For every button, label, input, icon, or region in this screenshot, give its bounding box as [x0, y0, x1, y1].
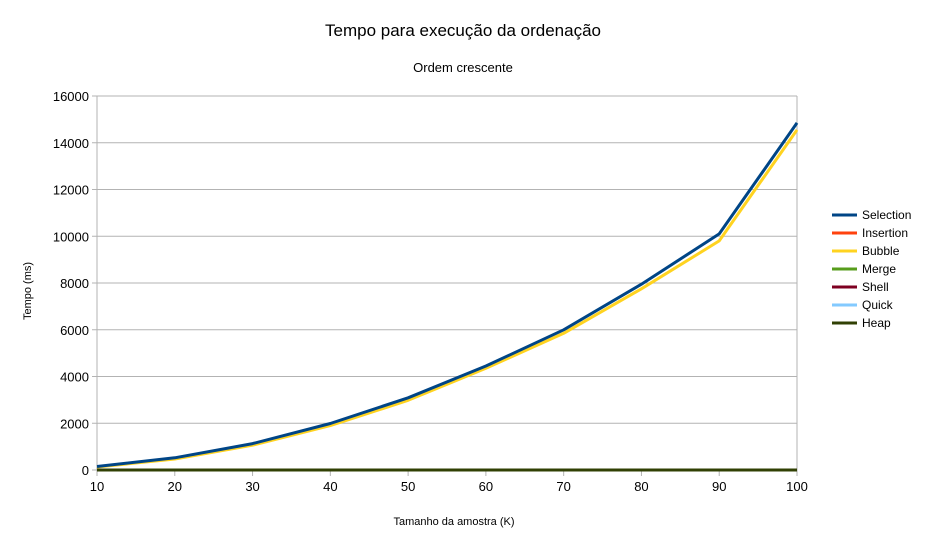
x-tick-label: 100	[786, 479, 808, 494]
legend-label: Merge	[862, 262, 896, 276]
y-tick-label: 6000	[60, 323, 89, 338]
legend: Selection Insertion Bubble Merge Shell Quick H…	[832, 208, 911, 330]
legend-label: Shell	[862, 280, 889, 294]
y-tick-label: 10000	[53, 229, 89, 244]
y-tick-label: 16000	[53, 89, 89, 104]
legend-item-merge: Merge	[832, 262, 896, 276]
chart-subtitle: Ordem crescente	[413, 60, 513, 75]
y-axis-label: Tempo (ms)	[22, 262, 34, 320]
tick-labels: 0 2000 4000 6000 8000 10000 12000 14000 16000 10 2…	[53, 89, 808, 494]
legend-item-heap: Heap	[832, 316, 891, 330]
legend-item-bubble: Bubble	[832, 244, 900, 258]
y-tick-label: 8000	[60, 276, 89, 291]
legend-item-insertion: Insertion	[832, 226, 908, 240]
x-tick-label: 30	[245, 479, 259, 494]
legend-label: Selection	[862, 208, 911, 222]
legend-label: Insertion	[862, 226, 908, 240]
y-tick-label: 12000	[53, 183, 89, 198]
series-line-selection	[96, 122, 799, 468]
y-tick-label: 4000	[60, 370, 89, 385]
legend-label: Bubble	[862, 244, 900, 258]
series-line-bubble	[96, 129, 799, 469]
legend-item-selection: Selection	[832, 208, 911, 222]
legend-label: Heap	[862, 316, 891, 330]
chart-title: Tempo para execução da ordenação	[325, 21, 601, 40]
x-tick-label: 20	[168, 479, 182, 494]
series-lines	[96, 122, 799, 472]
gridlines	[92, 95, 798, 476]
legend-item-quick: Quick	[832, 298, 894, 312]
legend-label: Quick	[862, 298, 894, 312]
y-tick-label: 0	[82, 463, 89, 478]
x-tick-label: 40	[323, 479, 337, 494]
y-tick-label: 2000	[60, 416, 89, 431]
x-tick-label: 70	[556, 479, 570, 494]
y-tick-label: 14000	[53, 136, 89, 151]
legend-item-shell: Shell	[832, 280, 889, 294]
x-tick-label: 10	[90, 479, 104, 494]
x-tick-label: 80	[634, 479, 648, 494]
x-tick-label: 90	[712, 479, 726, 494]
x-tick-label: 60	[479, 479, 493, 494]
x-axis-label: Tamanho da amostra (K)	[393, 516, 514, 528]
x-tick-label: 50	[401, 479, 415, 494]
